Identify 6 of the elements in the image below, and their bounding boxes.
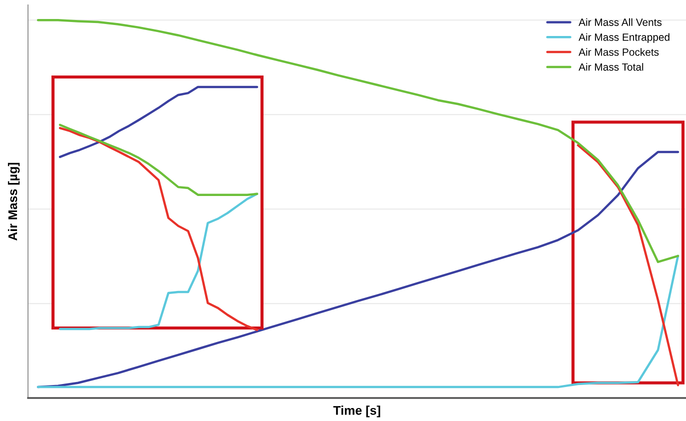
legend-label: Air Mass All Vents [578, 18, 662, 26]
legend-label: Air Mass Pockets [578, 48, 659, 56]
y-axis-title: Air Mass [µg] [8, 162, 20, 241]
legend-label: Air Mass Total [578, 63, 644, 71]
legend-label: Air Mass Entrapped [578, 33, 670, 43]
x-axis-title: Time [s] [333, 406, 380, 418]
